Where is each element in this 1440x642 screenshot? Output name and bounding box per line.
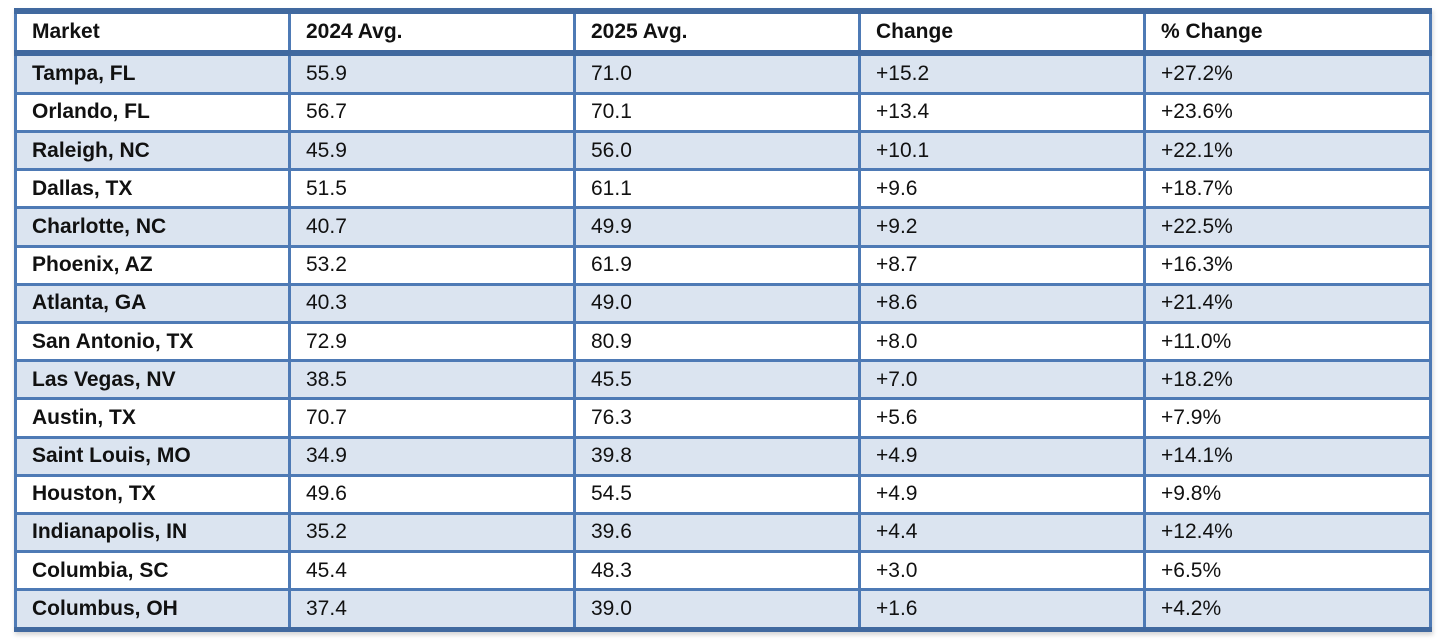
- table-row: Atlanta, GA 40.3 49.0 +8.6 +21.4%: [14, 282, 1432, 324]
- header-row: Market 2024 Avg. 2025 Avg. Change % Chan…: [14, 8, 1432, 56]
- cell-market: Phoenix, AZ: [14, 244, 291, 286]
- cell-2025-avg: 80.9: [573, 320, 861, 363]
- table-row: Phoenix, AZ 53.2 61.9 +8.7 +16.3%: [14, 244, 1432, 286]
- cell-2025-avg: 70.1: [573, 91, 861, 134]
- cell-market: Orlando, FL: [14, 91, 291, 134]
- cell-2024-avg: 70.7: [288, 397, 576, 439]
- market-comparison-table: Market 2024 Avg. 2025 Avg. Change % Chan…: [14, 8, 1432, 632]
- cell-2024-avg: 55.9: [288, 51, 576, 95]
- cell-2025-avg: 56.0: [573, 129, 861, 172]
- cell-2025-avg: 61.9: [573, 244, 861, 286]
- cell-pct-change: +23.6%: [1143, 91, 1432, 134]
- cell-2025-avg: 76.3: [573, 397, 861, 439]
- table-row: Saint Louis, MO 34.9 39.8 +4.9 +14.1%: [14, 435, 1432, 477]
- column-header-change: Change: [858, 8, 1146, 56]
- cell-pct-change: +21.4%: [1143, 282, 1432, 324]
- cell-pct-change: +9.8%: [1143, 473, 1432, 515]
- cell-market: Raleigh, NC: [14, 129, 291, 172]
- cell-change: +8.0: [858, 320, 1146, 363]
- cell-change: +13.4: [858, 91, 1146, 134]
- table-row: Houston, TX 49.6 54.5 +4.9 +9.8%: [14, 473, 1432, 515]
- cell-change: +4.9: [858, 473, 1146, 515]
- cell-market: Austin, TX: [14, 397, 291, 439]
- cell-market: Indianapolis, IN: [14, 511, 291, 554]
- cell-market: Saint Louis, MO: [14, 435, 291, 477]
- cell-2025-avg: 49.9: [573, 206, 861, 248]
- cell-2025-avg: 49.0: [573, 282, 861, 324]
- cell-change: +10.1: [858, 129, 1146, 172]
- column-header-pct-change: % Change: [1143, 8, 1432, 56]
- cell-2025-avg: 71.0: [573, 51, 861, 95]
- cell-change: +3.0: [858, 550, 1146, 592]
- cell-change: +8.7: [858, 244, 1146, 286]
- cell-market: Atlanta, GA: [14, 282, 291, 324]
- cell-2024-avg: 56.7: [288, 91, 576, 134]
- market-comparison-table-container: Market 2024 Avg. 2025 Avg. Change % Chan…: [14, 8, 1432, 632]
- cell-2024-avg: 72.9: [288, 320, 576, 363]
- cell-pct-change: +11.0%: [1143, 320, 1432, 363]
- table-row: Las Vegas, NV 38.5 45.5 +7.0 +18.2%: [14, 359, 1432, 401]
- table-row: Austin, TX 70.7 76.3 +5.6 +7.9%: [14, 397, 1432, 439]
- cell-2024-avg: 38.5: [288, 359, 576, 401]
- cell-change: +4.4: [858, 511, 1146, 554]
- cell-change: +7.0: [858, 359, 1146, 401]
- cell-pct-change: +6.5%: [1143, 550, 1432, 592]
- cell-2025-avg: 61.1: [573, 168, 861, 210]
- cell-market: Columbus, OH: [14, 588, 291, 632]
- cell-change: +9.6: [858, 168, 1146, 210]
- cell-pct-change: +22.5%: [1143, 206, 1432, 248]
- cell-2024-avg: 45.9: [288, 129, 576, 172]
- cell-2024-avg: 51.5: [288, 168, 576, 210]
- cell-pct-change: +18.2%: [1143, 359, 1432, 401]
- cell-market: Tampa, FL: [14, 51, 291, 95]
- cell-market: Houston, TX: [14, 473, 291, 515]
- cell-2024-avg: 45.4: [288, 550, 576, 592]
- column-header-2025-avg: 2025 Avg.: [573, 8, 861, 56]
- cell-market: Las Vegas, NV: [14, 359, 291, 401]
- table-row: Orlando, FL 56.7 70.1 +13.4 +23.6%: [14, 91, 1432, 134]
- cell-2024-avg: 37.4: [288, 588, 576, 632]
- cell-2025-avg: 39.0: [573, 588, 861, 632]
- cell-market: Dallas, TX: [14, 168, 291, 210]
- cell-2025-avg: 48.3: [573, 550, 861, 592]
- table-row: Charlotte, NC 40.7 49.9 +9.2 +22.5%: [14, 206, 1432, 248]
- cell-market: Charlotte, NC: [14, 206, 291, 248]
- cell-2025-avg: 45.5: [573, 359, 861, 401]
- cell-2024-avg: 40.3: [288, 282, 576, 324]
- cell-2024-avg: 40.7: [288, 206, 576, 248]
- cell-2024-avg: 35.2: [288, 511, 576, 554]
- cell-2024-avg: 53.2: [288, 244, 576, 286]
- cell-pct-change: +22.1%: [1143, 129, 1432, 172]
- cell-pct-change: +14.1%: [1143, 435, 1432, 477]
- table-row: Indianapolis, IN 35.2 39.6 +4.4 +12.4%: [14, 511, 1432, 554]
- table-row: Columbus, OH 37.4 39.0 +1.6 +4.2%: [14, 588, 1432, 632]
- column-header-market: Market: [14, 8, 291, 56]
- cell-change: +15.2: [858, 51, 1146, 95]
- cell-2024-avg: 49.6: [288, 473, 576, 515]
- table-row: San Antonio, TX 72.9 80.9 +8.0 +11.0%: [14, 320, 1432, 363]
- cell-change: +1.6: [858, 588, 1146, 632]
- table-row: Tampa, FL 55.9 71.0 +15.2 +27.2%: [14, 51, 1432, 95]
- column-header-2024-avg: 2024 Avg.: [288, 8, 576, 56]
- cell-pct-change: +18.7%: [1143, 168, 1432, 210]
- cell-pct-change: +27.2%: [1143, 51, 1432, 95]
- cell-change: +8.6: [858, 282, 1146, 324]
- table-row: Columbia, SC 45.4 48.3 +3.0 +6.5%: [14, 550, 1432, 592]
- cell-change: +5.6: [858, 397, 1146, 439]
- cell-2024-avg: 34.9: [288, 435, 576, 477]
- cell-2025-avg: 54.5: [573, 473, 861, 515]
- cell-market: Columbia, SC: [14, 550, 291, 592]
- cell-2025-avg: 39.6: [573, 511, 861, 554]
- table-row: Raleigh, NC 45.9 56.0 +10.1 +22.1%: [14, 129, 1432, 172]
- cell-pct-change: +12.4%: [1143, 511, 1432, 554]
- cell-change: +9.2: [858, 206, 1146, 248]
- cell-change: +4.9: [858, 435, 1146, 477]
- cell-pct-change: +7.9%: [1143, 397, 1432, 439]
- cell-pct-change: +4.2%: [1143, 588, 1432, 632]
- cell-2025-avg: 39.8: [573, 435, 861, 477]
- table-row: Dallas, TX 51.5 61.1 +9.6 +18.7%: [14, 168, 1432, 210]
- cell-market: San Antonio, TX: [14, 320, 291, 363]
- cell-pct-change: +16.3%: [1143, 244, 1432, 286]
